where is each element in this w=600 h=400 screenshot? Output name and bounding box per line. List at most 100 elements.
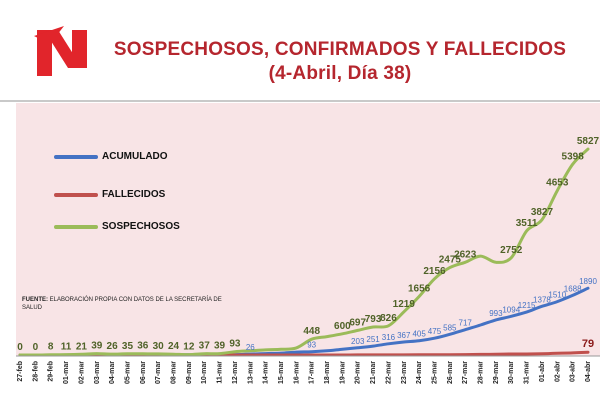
data-label-acumulado: 251 — [366, 335, 380, 344]
data-label-acumulado: 367 — [397, 331, 411, 340]
x-tick-label: 31-mar — [524, 361, 531, 384]
data-label-sospechosos: 37 — [199, 341, 211, 352]
data-label-sospechosos: 0 — [17, 342, 23, 353]
data-label-sospechosos: 3827 — [531, 207, 554, 218]
data-label-sospechosos: 793 — [365, 314, 382, 325]
x-tick-label: 22-mar — [385, 361, 392, 384]
data-label-sospechosos: 2752 — [500, 245, 523, 256]
data-label-sospechosos: 4653 — [546, 178, 569, 189]
legend-item-fallecidos: FALLECIDOS — [54, 189, 165, 200]
x-tick-label: 06-mar — [140, 361, 147, 384]
data-label-acumulado: 1510 — [548, 291, 566, 300]
x-tick-label: 01-abr — [539, 361, 546, 382]
data-label-acumulado: 585 — [443, 323, 457, 332]
x-tick-label: 20-mar — [355, 361, 362, 384]
data-label-sospechosos: 0 — [33, 342, 39, 353]
x-tick-label: 04-abr — [585, 361, 592, 382]
data-label-sospechosos: 826 — [380, 313, 397, 324]
legend-swatch-sospechosos — [54, 224, 98, 229]
source-label: FUENTE: — [22, 297, 48, 303]
title-line-1: SOSPECHOSOS, CONFIRMADOS Y FALLECIDOS — [113, 39, 567, 60]
data-label-sospechosos: 3511 — [516, 218, 538, 229]
data-label-acumulado: 993 — [489, 309, 503, 318]
data-label-acumulado: 475 — [428, 327, 442, 336]
legend-item-sospechosos: SOSPECHOSOS — [54, 221, 180, 232]
title-line-2: (4-Abril, Día 38) — [268, 63, 412, 84]
x-tick-label: 10-mar — [201, 361, 208, 384]
x-tick-label: 08-mar — [171, 361, 178, 384]
legend-swatch-fallecidos — [54, 192, 98, 197]
x-tick-label: 13-mar — [247, 361, 254, 384]
x-tick-label: 30-mar — [508, 361, 515, 384]
x-tick-label: 25-mar — [432, 361, 439, 384]
data-label-sospechosos: 35 — [122, 341, 134, 352]
data-label-acumulado: 1688 — [564, 284, 582, 293]
data-label-sospechosos: 600 — [334, 321, 351, 332]
legend-label-acumulado: ACUMULADO — [102, 151, 168, 162]
data-label-sospechosos: 36 — [137, 341, 149, 352]
data-label-sospechosos: 1219 — [393, 299, 416, 310]
data-label-sospechosos: 5827 — [577, 136, 600, 147]
legend-label-sospechosos: SOSPECHOSOS — [102, 221, 180, 232]
x-tick-label: 11-mar — [217, 361, 224, 384]
x-tick-label: 16-mar — [293, 361, 300, 384]
x-tick-label: 15-mar — [278, 361, 285, 384]
x-tick-label: 27-feb — [17, 361, 24, 382]
x-tick-label: 29-mar — [493, 361, 500, 384]
x-tick-label: 03-abr — [570, 361, 577, 382]
x-tick-label: 26-mar — [447, 361, 454, 384]
x-tick-label: 07-mar — [155, 361, 162, 384]
data-label-sospechosos: 8 — [48, 342, 54, 353]
x-tick-label: 02-abr — [554, 361, 561, 382]
x-tick-label: 28-mar — [478, 361, 485, 384]
source-note: FUENTE: ELABORACIÓN PROPIA CON DATOS DE … — [22, 296, 232, 312]
x-tick-label: 18-mar — [324, 361, 331, 384]
plot-background — [16, 103, 600, 356]
x-tick-label: 24-mar — [416, 361, 423, 384]
data-label-acumulado: 316 — [382, 333, 396, 342]
x-tick-label: 21-mar — [370, 361, 377, 384]
data-label-acumulado: 717 — [459, 319, 473, 328]
data-label-acumulado: 405 — [412, 330, 426, 339]
x-tick-label: 02-mar — [78, 361, 85, 384]
x-tick-label: 05-mar — [125, 361, 132, 384]
x-tick-label: 03-mar — [94, 361, 101, 384]
data-label-sospechosos: 12 — [183, 342, 195, 353]
data-label-acumulado: 1094 — [502, 305, 520, 314]
data-label-acumulado: 93 — [307, 341, 316, 350]
x-tick-label: 29-feb — [48, 361, 55, 382]
x-tick-label: 09-mar — [186, 361, 193, 384]
brand-logo-icon — [34, 26, 87, 76]
data-label-acumulado: 26 — [246, 343, 255, 352]
x-tick-label: 14-mar — [263, 361, 270, 384]
header: SOSPECHOSOS, CONFIRMADOS Y FALLECIDOS (4… — [0, 0, 600, 100]
data-label-sospechosos: 1656 — [408, 283, 431, 294]
data-label-acumulado: 1215 — [518, 301, 536, 310]
data-label-sospechosos: 697 — [349, 317, 366, 328]
data-label-fallecidos: 79 — [582, 338, 594, 350]
data-label-sospechosos: 39 — [91, 341, 103, 352]
logo-right-bar — [72, 30, 87, 68]
x-tick-label: 27-mar — [462, 361, 469, 384]
x-tick-label: 12-mar — [232, 361, 239, 384]
data-label-sospechosos: 24 — [168, 341, 180, 352]
data-label-acumulado: 1378 — [533, 295, 551, 304]
x-tick-label: 04-mar — [109, 361, 116, 384]
x-tick-label: 01-mar — [63, 361, 70, 384]
legend-item-acumulado: ACUMULADO — [54, 151, 168, 162]
logo-wedge — [34, 26, 64, 44]
x-tick-label: 19-mar — [339, 361, 346, 384]
legend-label-fallecidos: FALLECIDOS — [102, 189, 166, 200]
data-label-sospechosos: 39 — [214, 341, 226, 352]
x-tick-label: 28-feb — [32, 361, 39, 382]
header-divider — [0, 100, 600, 102]
data-label-sospechosos: 2156 — [423, 266, 446, 277]
data-label-sospechosos: 26 — [107, 341, 119, 352]
data-label-sospechosos: 30 — [153, 341, 165, 352]
legend-swatch-acumulado — [54, 154, 98, 159]
data-label-sospechosos: 21 — [76, 341, 88, 352]
data-label-acumulado: 1890 — [579, 277, 597, 286]
series-lines — [18, 147, 590, 357]
data-label-sospechosos: 11 — [61, 342, 72, 353]
